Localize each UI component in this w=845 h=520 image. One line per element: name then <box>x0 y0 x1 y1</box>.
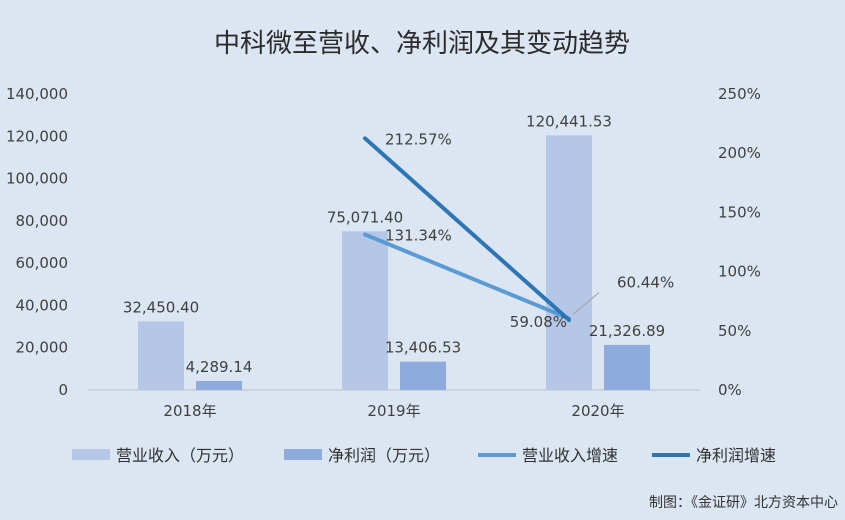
legend-net-profit-swatch <box>284 449 322 460</box>
y-right-tick-label: 50% <box>718 322 751 340</box>
revenue-bar <box>546 135 592 390</box>
leader-line <box>572 291 600 315</box>
legend-revenue-growth-label: 营业收入增速 <box>522 446 618 465</box>
net-profit-growth-data-label: 212.57% <box>385 130 452 148</box>
revenue-bar <box>138 321 184 390</box>
y-left-tick-label: 0 <box>58 381 68 399</box>
y-left-tick-label: 60,000 <box>16 254 69 272</box>
y-left-tick-label: 140,000 <box>6 85 68 103</box>
x-category-label: 2019年 <box>367 402 420 420</box>
revenue-data-label: 75,071.40 <box>327 208 403 226</box>
y-right-tick-label: 100% <box>718 263 761 281</box>
revenue-data-label: 120,441.53 <box>526 112 612 130</box>
revenue-data-label: 32,450.40 <box>123 298 199 316</box>
revenue-growth-line <box>363 232 571 321</box>
y-left-tick-label: 120,000 <box>6 127 68 145</box>
y-left-tick-label: 80,000 <box>16 212 69 230</box>
legend-net-profit-label: 净利润（万元） <box>328 446 440 465</box>
y-right-tick-label: 200% <box>718 144 761 162</box>
legend-net-profit-growth-label: 净利润增速 <box>696 446 776 465</box>
net-profit-bar <box>400 361 446 390</box>
chart-credit: 制图：《金证研》北方资本中心 <box>649 495 838 511</box>
y-left-tick-label: 20,000 <box>16 339 69 357</box>
revenue-growth-data-label: 131.34% <box>385 226 452 244</box>
y-right-tick-label: 250% <box>718 85 761 103</box>
x-category-label: 2018年 <box>163 402 216 420</box>
net-profit-data-label: 21,326.89 <box>589 322 665 340</box>
net-profit-growth-data-label: 59.08% <box>510 313 567 331</box>
y-right-tick-label: 0% <box>718 381 742 399</box>
y-left-tick-label: 40,000 <box>16 296 69 314</box>
y-right-tick-label: 150% <box>718 203 761 221</box>
net-profit-growth-line <box>363 136 571 323</box>
legend-revenue-swatch <box>72 449 110 460</box>
chart-title: 中科微至营收、净利润及其变动趋势 <box>214 29 630 59</box>
net-profit-bar <box>604 344 650 390</box>
net-profit-bar <box>196 380 242 390</box>
x-category-label: 2020年 <box>571 402 624 420</box>
legend-revenue-label: 营业收入（万元） <box>116 446 244 465</box>
net-profit-data-label: 13,406.53 <box>385 339 461 357</box>
y-left-tick-label: 100,000 <box>6 170 68 188</box>
revenue-bar <box>342 231 388 390</box>
revenue-growth-data-label: 60.44% <box>617 273 674 291</box>
net-profit-data-label: 4,289.14 <box>186 358 253 376</box>
